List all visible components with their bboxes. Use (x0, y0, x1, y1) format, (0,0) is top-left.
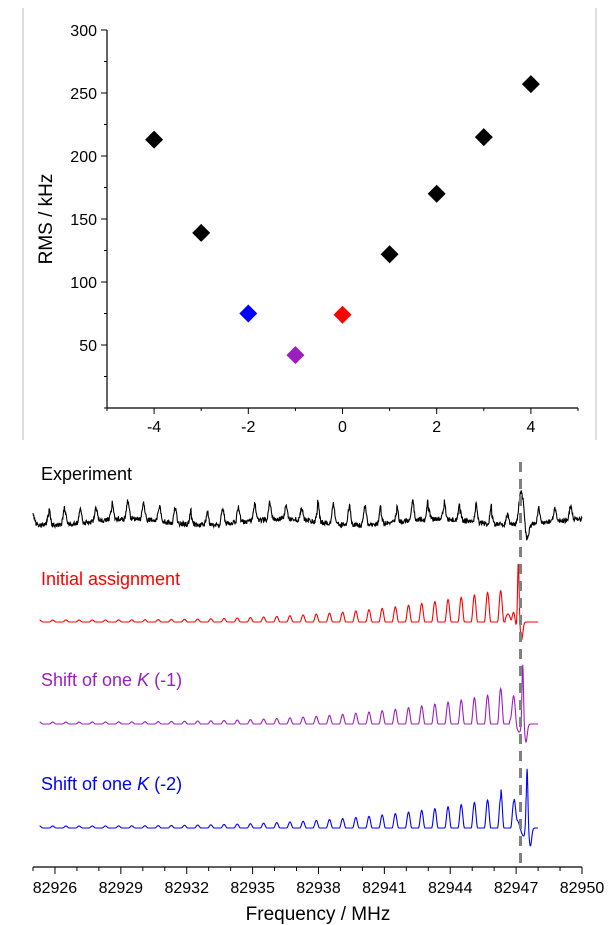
y-tick-label: 250 (70, 86, 97, 103)
label-shift-minus1-prefix: Shift of one (41, 670, 137, 690)
label-shift-minus1: Shift of one K (-1) (41, 670, 182, 690)
scatter-y-axis-title: RMS / kHz (36, 174, 57, 265)
freq-tick-label: 82947 (494, 880, 539, 897)
trace-experiment (32, 490, 583, 541)
label-shift-minus1-suffix: (-1) (149, 670, 182, 690)
scatter-point-diamond (474, 128, 493, 147)
spectrum-x-axis-title: Frequency / MHz (246, 904, 391, 925)
freq-tick-label: 82941 (362, 880, 407, 897)
scatter-x-ticks: -4 -2 0 2 4 (106, 408, 579, 436)
y-tick-label: 50 (79, 338, 97, 355)
scatter-panel: 50 100 150 200 250 300 -4 -2 0 2 4 RMS / kHz (22, 8, 597, 440)
scatter-point-diamond (380, 245, 399, 264)
label-shift-minus2: Shift of one K (-2) (41, 774, 182, 794)
scatter-point-diamond (145, 130, 164, 149)
trace-shift-minus2 (39, 768, 539, 847)
spectrum-traces (32, 490, 583, 847)
spectrum-x-ticks: 82926 82929 82932 82935 82938 82941 82944 82947… (32, 867, 605, 897)
trace-initial-assignment (39, 563, 539, 641)
label-shift-minus2-prefix: Shift of one (41, 774, 137, 794)
freq-tick-label: 82929 (99, 880, 144, 897)
scatter-point-diamond (521, 75, 540, 94)
freq-tick-label: 82926 (33, 880, 78, 897)
scatter-point-diamond (192, 223, 211, 242)
spectrum-panel: 82926 82929 82932 82935 82938 82941 82944 82947… (32, 462, 605, 925)
freq-tick-label: 82935 (230, 880, 275, 897)
freq-tick-label: 82944 (428, 880, 473, 897)
label-experiment: Experiment (41, 464, 132, 484)
y-tick-label: 150 (70, 212, 97, 229)
label-initial-assignment: Initial assignment (41, 569, 180, 589)
x-tick-label: -2 (241, 419, 255, 436)
scatter-point-diamond (286, 346, 305, 365)
scatter-y-ticks: 50 100 150 200 250 300 (70, 23, 107, 409)
freq-tick-label: 82950 (560, 880, 605, 897)
scatter-points (145, 75, 540, 365)
x-tick-label: 0 (338, 419, 347, 436)
freq-tick-label: 82932 (164, 880, 209, 897)
scatter-point-diamond (239, 304, 258, 323)
trace-shift-minus1 (39, 664, 539, 744)
scatter-point-diamond (427, 184, 446, 203)
x-tick-label: 2 (432, 419, 441, 436)
y-tick-label: 300 (70, 23, 97, 40)
label-shift-minus2-suffix: (-2) (149, 774, 182, 794)
scatter-point-diamond (333, 305, 352, 324)
x-tick-label: -4 (147, 419, 161, 436)
x-tick-label: 4 (526, 419, 535, 436)
freq-tick-label: 82938 (296, 880, 341, 897)
label-shift-minus1-k: K (137, 670, 150, 690)
y-tick-label: 100 (70, 275, 97, 292)
label-shift-minus2-k: K (137, 774, 150, 794)
y-tick-label: 200 (70, 149, 97, 166)
